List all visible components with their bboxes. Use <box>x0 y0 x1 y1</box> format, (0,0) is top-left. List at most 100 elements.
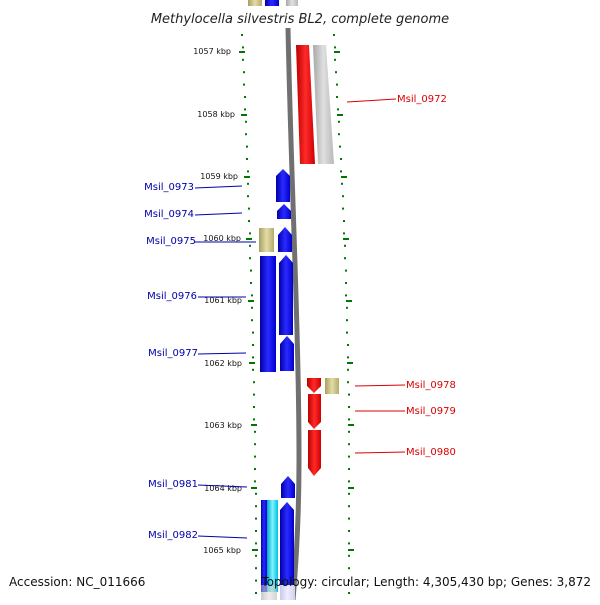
gene-partial-top-tan[interactable] <box>248 0 262 6</box>
major-tick <box>343 238 349 240</box>
minor-tick <box>252 356 254 359</box>
label-msil-0973[interactable]: Msil_0973 <box>144 182 194 193</box>
minor-tick <box>251 294 253 297</box>
major-tick <box>249 362 255 364</box>
minor-tick <box>340 158 342 160</box>
minor-tick <box>249 257 251 260</box>
gene-msil-0979[interactable] <box>308 394 321 429</box>
minor-tick <box>247 195 249 198</box>
minor-tick <box>345 294 347 297</box>
tick-label-1057: 1057 kbp <box>193 47 231 56</box>
gene-partial-bottom-pale[interactable] <box>280 585 295 600</box>
tick-label-1062: 1062 kbp <box>204 359 242 368</box>
label-msil-0982[interactable]: Msil_0982 <box>148 530 198 541</box>
minor-tick <box>341 182 343 185</box>
major-tick <box>348 424 354 426</box>
minor-tick <box>254 430 256 433</box>
minor-tick <box>249 232 251 235</box>
minor-tick <box>348 430 350 433</box>
gene-msil-0976[interactable] <box>279 255 293 335</box>
tick-label-1061: 1061 kbp <box>204 296 242 305</box>
leader-msil-0973 <box>194 185 243 189</box>
minor-tick <box>251 319 253 322</box>
label-msil-0981[interactable]: Msil_0981 <box>148 479 198 490</box>
gene-partial-bottom-grey[interactable] <box>261 585 277 600</box>
minor-tick <box>242 46 244 49</box>
gene-msil-0972[interactable] <box>296 45 315 164</box>
gene-msil-0973[interactable] <box>276 169 290 202</box>
minor-tick <box>255 505 257 508</box>
minor-tick <box>336 83 338 86</box>
label-msil-0974[interactable]: Msil_0974 <box>144 209 194 220</box>
gene-msil-0978[interactable] <box>307 378 321 393</box>
minor-tick <box>246 158 248 160</box>
minor-tick <box>255 567 257 570</box>
minor-tick <box>347 356 349 359</box>
minor-tick <box>252 368 254 371</box>
gene-partial-top-grey[interactable] <box>286 0 298 6</box>
label-msil-0976[interactable]: Msil_0976 <box>147 291 197 302</box>
label-msil-0972[interactable]: Msil_0972 <box>397 94 447 105</box>
minor-tick <box>335 71 337 74</box>
tick-column-left <box>239 34 258 594</box>
minor-tick <box>337 108 339 111</box>
minor-tick <box>346 331 348 334</box>
label-msil-0978[interactable]: Msil_0978 <box>406 380 456 391</box>
minor-tick <box>348 530 350 532</box>
map-title: Methylocella silvestris BL2, complete ge… <box>151 12 449 27</box>
genome-backbone <box>285 27 302 601</box>
gene-msil-0982-left[interactable] <box>261 500 267 592</box>
minor-tick <box>345 269 347 272</box>
minor-tick <box>255 554 257 557</box>
minor-tick <box>348 554 350 557</box>
major-tick <box>244 176 250 178</box>
major-tick <box>239 51 245 53</box>
minor-tick <box>248 207 250 210</box>
gene-msil-0981[interactable] <box>281 476 295 498</box>
gene-msil-0982[interactable] <box>280 502 294 592</box>
major-tick <box>346 300 352 302</box>
major-tick <box>348 487 354 489</box>
gene-msil-0975[interactable] <box>278 227 292 252</box>
minor-tick <box>255 542 257 545</box>
gene-msil-0975-tan[interactable] <box>259 228 274 252</box>
leader-msil-0977 <box>197 352 247 355</box>
major-tick <box>251 487 257 489</box>
minor-tick <box>243 71 245 74</box>
major-tick <box>348 549 354 551</box>
leader-msil-0980 <box>354 451 406 454</box>
minor-tick <box>251 306 253 309</box>
leader-msil-0981 <box>197 484 248 488</box>
gene-msil-0972-grey[interactable] <box>313 45 334 164</box>
gene-msil-0980[interactable] <box>308 430 321 476</box>
minor-tick <box>348 393 350 396</box>
minor-tick <box>246 145 248 148</box>
minor-tick <box>347 381 349 384</box>
minor-tick <box>252 344 254 346</box>
label-msil-0977[interactable]: Msil_0977 <box>148 348 198 359</box>
gene-msil-0978-tan[interactable] <box>325 378 339 394</box>
minor-tick <box>343 220 345 222</box>
tick-column-right <box>333 34 354 594</box>
minor-tick <box>241 34 243 36</box>
minor-tick <box>253 381 255 384</box>
label-msil-0979[interactable]: Msil_0979 <box>406 406 456 417</box>
gene-partial-top-blue[interactable] <box>265 0 279 6</box>
gene-msil-0982-cyan[interactable] <box>267 500 278 592</box>
minor-tick <box>346 306 348 309</box>
minor-tick <box>345 282 347 284</box>
gene-msil-0974[interactable] <box>277 204 291 219</box>
label-msil-0980[interactable]: Msil_0980 <box>406 447 456 458</box>
minor-tick <box>247 182 249 185</box>
gene-msil-0976-left[interactable] <box>260 256 276 372</box>
minor-tick <box>348 579 350 582</box>
gene-msil-0977[interactable] <box>280 336 294 371</box>
minor-tick <box>347 344 349 346</box>
minor-tick <box>253 393 255 396</box>
label-msil-0975[interactable]: Msil_0975 <box>146 236 196 247</box>
minor-tick <box>348 542 350 545</box>
minor-tick <box>344 244 346 247</box>
minor-tick <box>245 120 247 123</box>
